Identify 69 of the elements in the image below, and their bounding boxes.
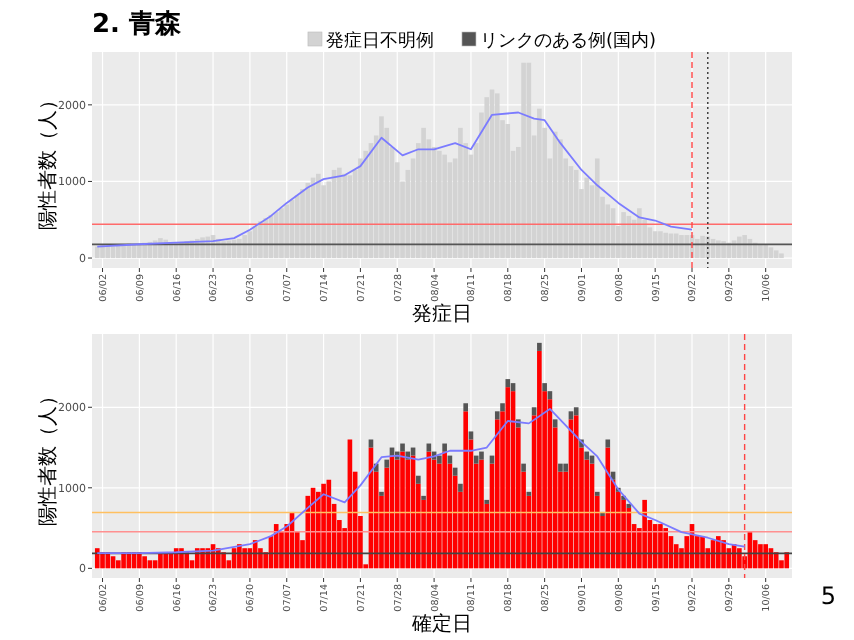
bar bbox=[573, 415, 579, 569]
bar bbox=[142, 556, 147, 569]
bar bbox=[94, 548, 100, 569]
bar bbox=[442, 451, 447, 569]
bar bbox=[521, 463, 526, 472]
bar bbox=[321, 483, 326, 569]
bar bbox=[563, 463, 568, 472]
bar bbox=[537, 342, 542, 351]
bar bbox=[94, 246, 100, 259]
bar bbox=[458, 483, 463, 492]
bar bbox=[694, 238, 700, 259]
bar bbox=[658, 524, 663, 569]
line-series bbox=[96, 111, 693, 248]
bar bbox=[442, 443, 447, 452]
bar bbox=[663, 528, 668, 569]
bar bbox=[584, 451, 590, 460]
bar bbox=[700, 536, 705, 569]
bar bbox=[473, 455, 479, 464]
bar bbox=[773, 552, 779, 569]
bar bbox=[505, 387, 511, 569]
bar bbox=[684, 235, 690, 259]
bar bbox=[494, 411, 500, 420]
bar bbox=[258, 548, 263, 569]
bar bbox=[605, 439, 611, 448]
bar bbox=[394, 459, 400, 569]
bar bbox=[505, 379, 511, 388]
bar bbox=[716, 536, 721, 569]
bar bbox=[673, 544, 679, 569]
bar bbox=[479, 451, 484, 460]
bar bbox=[605, 447, 611, 569]
bar bbox=[537, 350, 542, 569]
bar bbox=[405, 459, 411, 569]
bar bbox=[542, 383, 547, 392]
bar bbox=[463, 411, 468, 569]
bar bbox=[621, 499, 626, 569]
bar bbox=[763, 544, 768, 569]
legend-label: 発症日不明例 bbox=[325, 30, 434, 52]
bar bbox=[721, 540, 726, 569]
chart-title: 2. 青森 bbox=[92, 10, 184, 40]
bar bbox=[221, 552, 226, 569]
bar bbox=[479, 459, 484, 569]
bar bbox=[737, 548, 742, 569]
bar bbox=[784, 552, 790, 569]
bar bbox=[437, 455, 442, 464]
bar bbox=[384, 459, 390, 468]
bar bbox=[242, 548, 247, 569]
bar bbox=[500, 403, 505, 412]
x-axis-title: 確定日 bbox=[410, 612, 472, 636]
bar bbox=[494, 419, 500, 569]
bar bbox=[463, 403, 468, 412]
bar bbox=[400, 443, 405, 452]
bar bbox=[700, 235, 705, 259]
bar bbox=[779, 560, 784, 569]
y-axis-title: 陽性者数（人） bbox=[36, 386, 60, 526]
line-series bbox=[96, 408, 746, 554]
bar bbox=[416, 475, 421, 484]
bar bbox=[758, 544, 763, 569]
bar bbox=[400, 451, 405, 569]
bar bbox=[642, 499, 647, 569]
bar bbox=[305, 495, 311, 569]
y-axis-title: 陽性者数（人） bbox=[36, 90, 60, 230]
bar bbox=[279, 532, 284, 569]
x-axis-title: 発症日 bbox=[412, 302, 472, 326]
bar bbox=[558, 463, 563, 472]
legend: 発症日不明例 リンクのある例(国内) bbox=[307, 31, 657, 52]
bar bbox=[573, 407, 579, 416]
bar bbox=[116, 560, 121, 569]
bar bbox=[368, 439, 374, 448]
text: 5 bbox=[820, 582, 836, 610]
